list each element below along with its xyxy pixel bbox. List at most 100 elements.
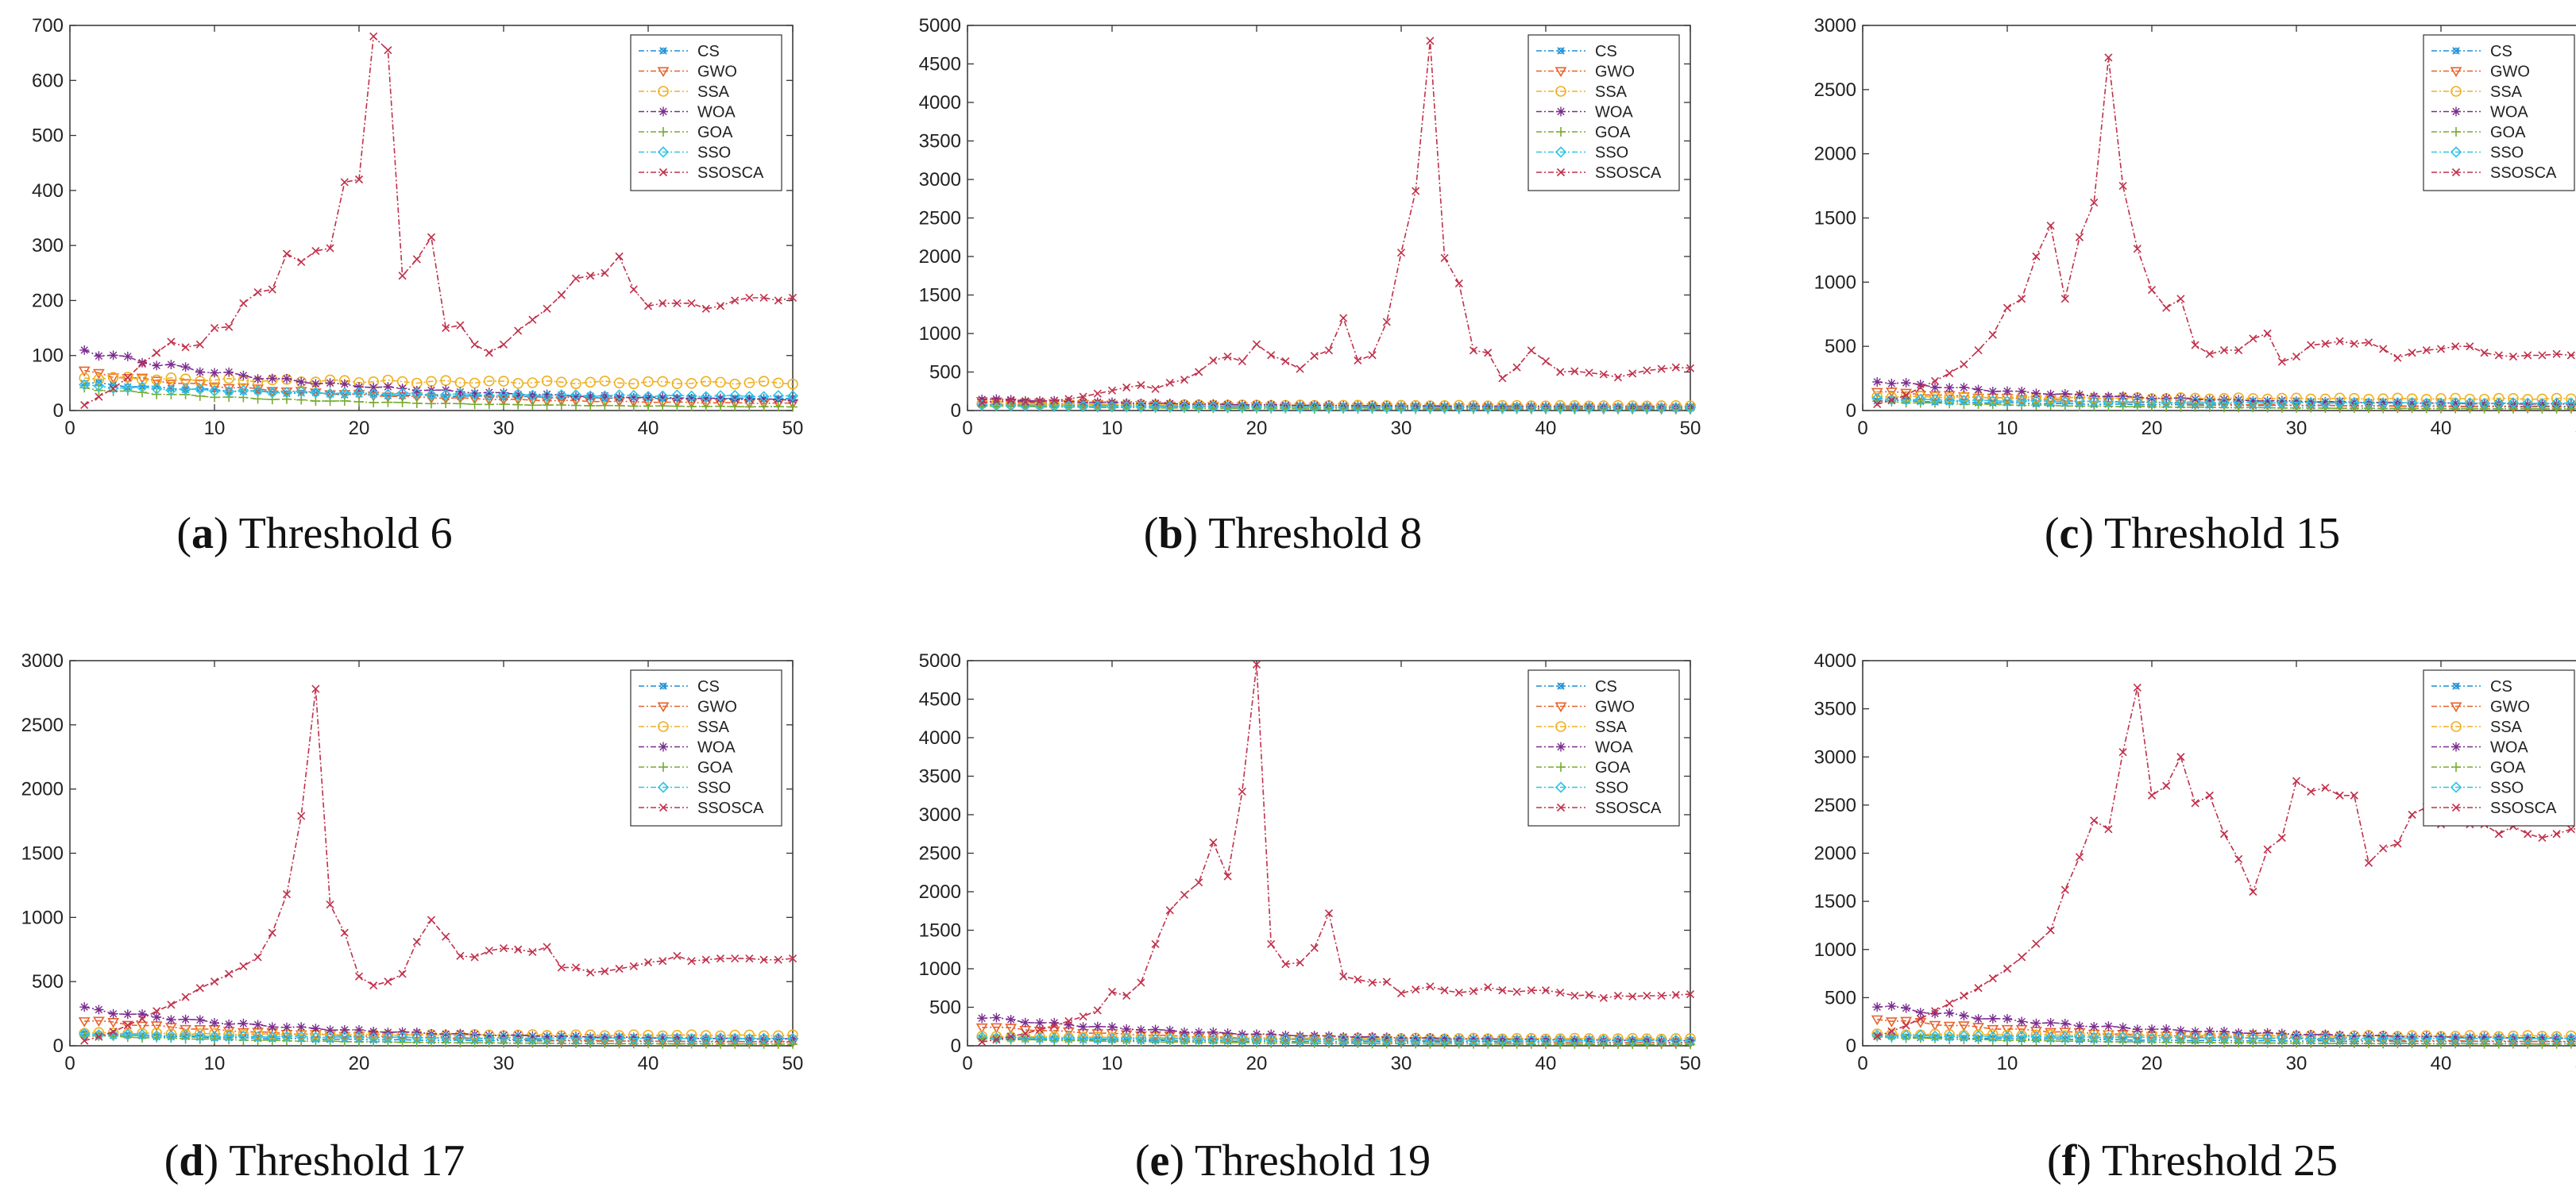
data-point: [369, 382, 379, 392]
data-point: [338, 1031, 350, 1043]
data-point: [268, 285, 276, 294]
data-point: [788, 402, 798, 412]
data-point: [368, 388, 380, 400]
data-point: [1945, 369, 1954, 378]
data-point: [311, 247, 320, 256]
data-point: [2133, 245, 2142, 253]
data-point: [2002, 1035, 2012, 1046]
legend-label-goa: GOA: [2490, 759, 2526, 777]
data-point: [295, 1031, 307, 1043]
data-point: [2465, 1032, 2475, 1043]
data-point: [223, 1030, 235, 1043]
data-point: [137, 1014, 147, 1024]
data-point: [628, 392, 639, 403]
data-point: [1222, 1028, 1233, 1039]
data-point: [1079, 1012, 1087, 1021]
data-point: [1425, 1039, 1435, 1049]
series-ssosca: [80, 684, 798, 1045]
data-point: [1585, 990, 1593, 1000]
data-point: [658, 957, 667, 966]
data-point: [1049, 1017, 1060, 1028]
data-point: [700, 376, 712, 388]
legend: CS GWO SSA WOA GOA SSO SSOSCA: [1527, 34, 1680, 191]
data-point: [1483, 1034, 1493, 1044]
legend-marker: [1554, 67, 1567, 78]
data-point: [686, 394, 697, 404]
data-point: [1280, 1033, 1292, 1045]
data-point: [514, 326, 523, 335]
data-point: [1484, 349, 1493, 357]
data-point: [2090, 199, 2099, 207]
data-point: [1641, 1034, 1653, 1047]
data-point: [613, 1031, 625, 1044]
y-tick-label: 3000: [21, 650, 64, 672]
data-point: [2565, 397, 2576, 409]
data-point: [499, 399, 508, 410]
caption-letter: f: [2062, 1136, 2078, 1186]
data-point: [455, 387, 465, 397]
data-point: [2292, 353, 2301, 361]
data-point: [1107, 1036, 1117, 1047]
data-point: [1960, 360, 1968, 368]
x-tick-label: 0: [962, 1053, 972, 1074]
data-point: [1236, 401, 1248, 413]
data-point: [2234, 395, 2244, 405]
data-point: [1091, 1033, 1103, 1045]
data-point: [1265, 401, 1277, 413]
data-point: [643, 392, 653, 403]
data-point: [238, 1018, 249, 1028]
data-point: [2131, 1031, 2143, 1043]
y-tick-label: 4500: [919, 54, 961, 75]
data-point: [512, 388, 524, 400]
panel-caption: (f) Threshold 25: [2047, 1136, 2338, 1186]
panel-caption: (d) Threshold 17: [164, 1136, 465, 1186]
data-point: [1671, 363, 1680, 372]
data-point: [2032, 939, 2041, 948]
data-point: [456, 321, 465, 330]
y-tick-label: 1000: [1814, 939, 1856, 961]
data-point: [94, 351, 104, 361]
data-point: [1410, 1034, 1422, 1046]
data-point: [1454, 279, 1463, 288]
legend-label-ssosca: SSOSCA: [697, 164, 764, 182]
data-point: [701, 955, 710, 964]
data-point: [1135, 1033, 1147, 1045]
data-point: [1424, 1034, 1436, 1046]
data-point: [1021, 1029, 1029, 1038]
data-point: [2045, 389, 2056, 399]
data-point: [2176, 753, 2185, 762]
legend-label-ssa: SSA: [1595, 83, 1628, 101]
legend-label-ssa: SSA: [697, 83, 730, 101]
data-point: [628, 1032, 639, 1044]
data-point: [152, 361, 162, 371]
data-point: [123, 373, 132, 382]
caption-close-paren: ): [1169, 1136, 1195, 1186]
data-point: [1223, 353, 1232, 361]
data-point: [773, 1039, 783, 1049]
data-point: [2464, 397, 2476, 409]
data-point: [296, 377, 307, 388]
data-point: [2191, 341, 2199, 349]
data-point: [396, 388, 408, 399]
data-point: [1092, 1021, 1103, 1031]
data-point: [2161, 396, 2172, 409]
y-tick-label: 500: [32, 125, 64, 147]
data-point: [743, 1033, 755, 1045]
series-line-sso: [1877, 1034, 2576, 1039]
data-point: [340, 178, 349, 187]
data-point: [194, 383, 206, 395]
legend-box: [2423, 669, 2575, 827]
data-point: [1207, 401, 1219, 413]
data-point: [555, 389, 567, 401]
data-point: [585, 1032, 597, 1045]
data-point: [1338, 1033, 1350, 1046]
data-point: [1527, 986, 1535, 995]
data-point: [354, 175, 364, 184]
y-tick-label: 0: [53, 1035, 64, 1057]
data-point: [411, 1031, 423, 1044]
data-point: [325, 1025, 335, 1035]
data-point: [2307, 787, 2315, 796]
data-point: [1511, 401, 1523, 414]
data-point: [991, 1023, 1002, 1034]
legend-label-goa: GOA: [1595, 124, 1631, 141]
